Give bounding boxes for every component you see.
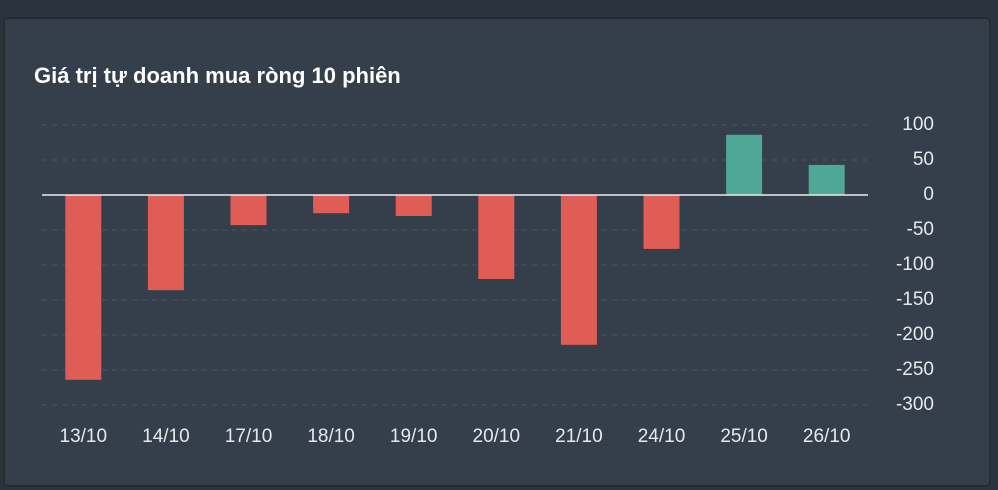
bar — [560, 195, 597, 345]
x-tick-label: 18/10 — [307, 426, 355, 447]
bar — [230, 195, 267, 226]
bar — [313, 195, 350, 214]
bar — [65, 195, 102, 380]
y-tick-label: -150 — [896, 289, 934, 310]
y-tick-label: -200 — [896, 324, 934, 345]
x-tick-label: 17/10 — [225, 426, 273, 447]
y-tick-label: -100 — [896, 254, 934, 275]
x-tick-label: 26/10 — [803, 426, 851, 447]
x-tick-label: 20/10 — [473, 426, 521, 447]
bar — [726, 134, 763, 195]
bar — [147, 195, 184, 291]
x-tick-label: 25/10 — [720, 426, 768, 447]
bar — [395, 195, 432, 216]
y-tick-label: 50 — [913, 149, 934, 170]
y-tick-label: -250 — [896, 359, 934, 380]
x-tick-label: 14/10 — [142, 426, 190, 447]
bar — [808, 164, 845, 195]
y-tick-label: 0 — [923, 184, 934, 205]
y-tick-label: -50 — [907, 219, 934, 240]
y-tick-label: -300 — [896, 394, 934, 415]
x-tick-label: 24/10 — [638, 426, 686, 447]
x-tick-label: 13/10 — [60, 426, 108, 447]
bar — [643, 195, 680, 249]
x-tick-label: 19/10 — [390, 426, 438, 447]
bar — [478, 195, 515, 279]
x-tick-label: 21/10 — [555, 426, 603, 447]
y-tick-label: 100 — [902, 114, 934, 135]
chart-title: Giá trị tự doanh mua ròng 10 phiên — [34, 63, 401, 88]
